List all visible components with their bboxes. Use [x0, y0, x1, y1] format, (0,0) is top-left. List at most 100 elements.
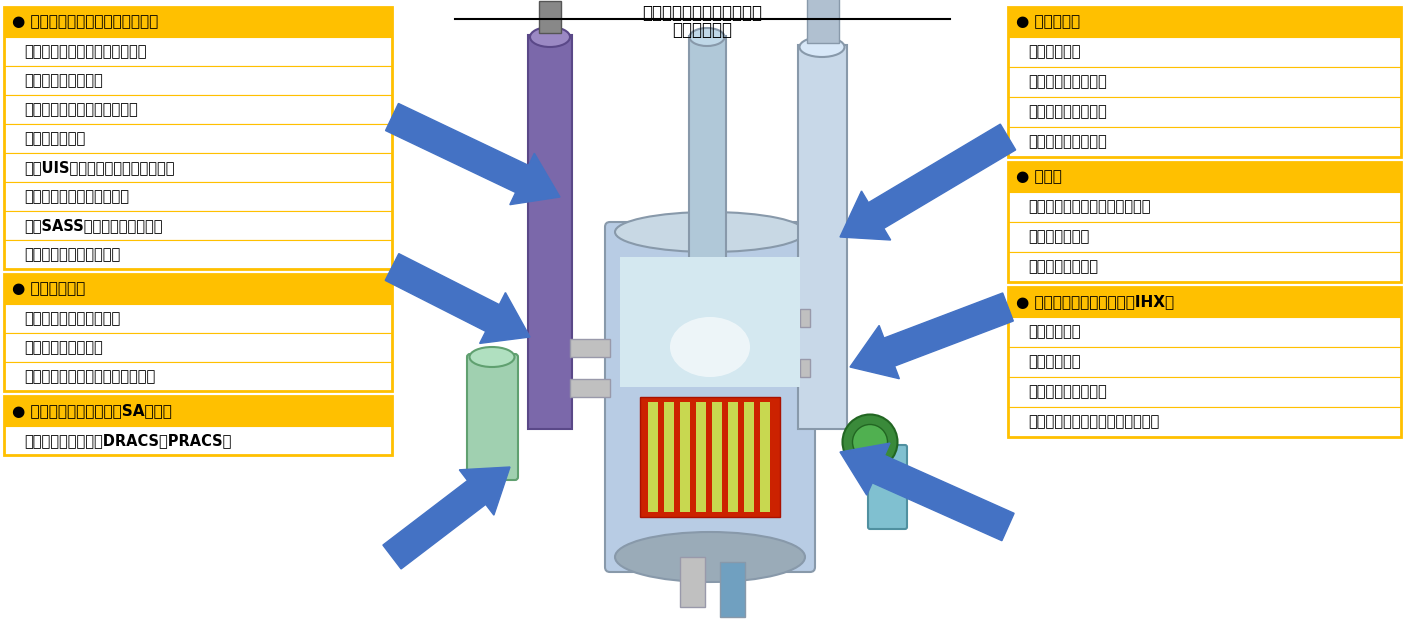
- Text: ４．ガス巻き／ガス抜き／液中渦: ４．ガス巻き／ガス抜き／液中渦: [1028, 414, 1160, 429]
- FancyBboxPatch shape: [4, 182, 392, 211]
- FancyBboxPatch shape: [640, 397, 780, 517]
- FancyBboxPatch shape: [4, 211, 392, 240]
- FancyBboxPatch shape: [4, 396, 392, 426]
- FancyArrow shape: [382, 467, 510, 569]
- FancyBboxPatch shape: [1008, 222, 1400, 252]
- Text: ３．サーマルストライピング: ３．サーマルストライピング: [24, 102, 138, 117]
- FancyArrow shape: [385, 254, 530, 344]
- FancyBboxPatch shape: [569, 339, 610, 357]
- Text: １．燃料集合体内熱流動: １．燃料集合体内熱流動: [24, 311, 121, 326]
- Text: ２．熱過渡荷重評価: ２．熱過渡荷重評価: [24, 73, 103, 88]
- Text: １．自由液面でのガス巻き込み: １．自由液面でのガス巻き込み: [24, 44, 146, 59]
- FancyBboxPatch shape: [1008, 377, 1400, 407]
- Text: ２．水側流動安定性: ２．水側流動安定性: [1028, 75, 1107, 90]
- Text: ７．SASS（感温部伝熱流動）: ７．SASS（感温部伝熱流動）: [24, 218, 163, 233]
- FancyBboxPatch shape: [807, 0, 839, 43]
- Ellipse shape: [614, 212, 806, 252]
- Text: （イメージ）: （イメージ）: [672, 21, 733, 39]
- FancyBboxPatch shape: [620, 257, 800, 387]
- FancyBboxPatch shape: [744, 402, 754, 512]
- Text: ４．伝熱管流力振動: ４．伝熱管流力振動: [1028, 135, 1107, 149]
- Text: ２．炉心高温点評価: ２．炉心高温点評価: [24, 340, 103, 355]
- Ellipse shape: [614, 532, 806, 582]
- FancyBboxPatch shape: [4, 37, 392, 66]
- FancyArrow shape: [839, 124, 1015, 240]
- Text: ３．核熱構造連成（反応度評価）: ３．核熱構造連成（反応度評価）: [24, 369, 155, 384]
- Text: ５．UIS／計装用配管等の流力振動: ５．UIS／計装用配管等の流力振動: [24, 160, 174, 175]
- Text: ８．カバーガス液面近傍: ８．カバーガス液面近傍: [24, 247, 121, 262]
- Text: ６．地震時のスロッシング: ６．地震時のスロッシング: [24, 189, 129, 204]
- Text: ● 炉心構成要素: ● 炉心構成要素: [13, 282, 86, 297]
- FancyBboxPatch shape: [711, 402, 723, 512]
- FancyBboxPatch shape: [868, 445, 907, 529]
- FancyBboxPatch shape: [1008, 162, 1400, 192]
- FancyBboxPatch shape: [800, 309, 810, 327]
- FancyBboxPatch shape: [4, 7, 392, 37]
- Text: ２．温度成層化: ２．温度成層化: [1028, 229, 1090, 245]
- FancyBboxPatch shape: [728, 402, 738, 512]
- FancyBboxPatch shape: [4, 66, 392, 95]
- FancyBboxPatch shape: [4, 274, 392, 304]
- Text: ３．ランダム振動: ３．ランダム振動: [1028, 260, 1098, 275]
- FancyBboxPatch shape: [1008, 347, 1400, 377]
- FancyBboxPatch shape: [529, 35, 572, 429]
- Ellipse shape: [530, 27, 569, 47]
- FancyBboxPatch shape: [4, 304, 392, 333]
- Text: ● ポンプ・中間熱交換器（IHX）: ● ポンプ・中間熱交換器（IHX）: [1017, 295, 1174, 310]
- FancyBboxPatch shape: [1008, 252, 1400, 282]
- FancyBboxPatch shape: [4, 124, 392, 153]
- FancyBboxPatch shape: [395, 12, 1010, 622]
- Text: ● 原子炉構造（上部プレナム部）: ● 原子炉構造（上部プレナム部）: [13, 14, 159, 29]
- FancyBboxPatch shape: [4, 426, 392, 455]
- FancyArrow shape: [839, 443, 1014, 540]
- FancyBboxPatch shape: [799, 45, 846, 429]
- FancyBboxPatch shape: [1008, 317, 1400, 347]
- FancyBboxPatch shape: [4, 95, 392, 124]
- Ellipse shape: [689, 28, 724, 46]
- FancyBboxPatch shape: [4, 333, 392, 362]
- FancyBboxPatch shape: [605, 222, 815, 572]
- Text: ● 配　管: ● 配 管: [1017, 169, 1062, 184]
- FancyBboxPatch shape: [1008, 37, 1400, 67]
- Text: ２．流力振動: ２．流力振動: [1028, 354, 1080, 369]
- FancyBboxPatch shape: [538, 1, 561, 33]
- FancyBboxPatch shape: [4, 362, 392, 391]
- FancyBboxPatch shape: [689, 36, 725, 328]
- Text: ● 蒸気発生器: ● 蒸気発生器: [1017, 14, 1080, 29]
- Ellipse shape: [842, 414, 897, 470]
- FancyBboxPatch shape: [761, 402, 770, 512]
- Text: １．崩壊熱除去系（DRACS、PRACS）: １．崩壊熱除去系（DRACS、PRACS）: [24, 433, 232, 448]
- Text: ４．温度成層化: ４．温度成層化: [24, 131, 86, 146]
- FancyBboxPatch shape: [1008, 7, 1400, 37]
- Text: ３．過渡熱流動特性: ３．過渡熱流動特性: [1028, 384, 1107, 399]
- FancyBboxPatch shape: [1008, 127, 1400, 157]
- Text: ３．過渡熱流動特性: ３．過渡熱流動特性: [1028, 105, 1107, 120]
- FancyBboxPatch shape: [4, 153, 392, 182]
- FancyArrow shape: [851, 293, 1014, 379]
- FancyBboxPatch shape: [1008, 67, 1400, 97]
- FancyBboxPatch shape: [569, 379, 610, 397]
- Text: １．配管入口キャビテーション: １．配管入口キャビテーション: [1028, 199, 1150, 214]
- FancyBboxPatch shape: [681, 402, 690, 512]
- FancyBboxPatch shape: [681, 557, 704, 607]
- FancyBboxPatch shape: [1008, 192, 1400, 222]
- FancyBboxPatch shape: [800, 359, 810, 377]
- Text: 大型ナトリウム冷却高速炉: 大型ナトリウム冷却高速炉: [643, 4, 762, 22]
- FancyArrow shape: [385, 103, 560, 204]
- FancyBboxPatch shape: [1008, 97, 1400, 127]
- Text: １．伝熱性能: １．伝熱性能: [1028, 325, 1080, 339]
- Ellipse shape: [671, 317, 749, 377]
- Ellipse shape: [852, 424, 887, 460]
- Ellipse shape: [800, 37, 845, 57]
- FancyBboxPatch shape: [1008, 287, 1400, 317]
- FancyBboxPatch shape: [1008, 407, 1400, 437]
- FancyBboxPatch shape: [648, 402, 658, 512]
- FancyBboxPatch shape: [4, 240, 392, 269]
- Text: １．伝熱性能: １．伝熱性能: [1028, 45, 1080, 60]
- Text: ● シビアアクシデント（SA）対策: ● シビアアクシデント（SA）対策: [13, 404, 172, 418]
- Ellipse shape: [470, 347, 515, 367]
- FancyBboxPatch shape: [720, 562, 745, 617]
- FancyBboxPatch shape: [467, 354, 517, 480]
- FancyBboxPatch shape: [664, 402, 673, 512]
- FancyBboxPatch shape: [696, 402, 706, 512]
